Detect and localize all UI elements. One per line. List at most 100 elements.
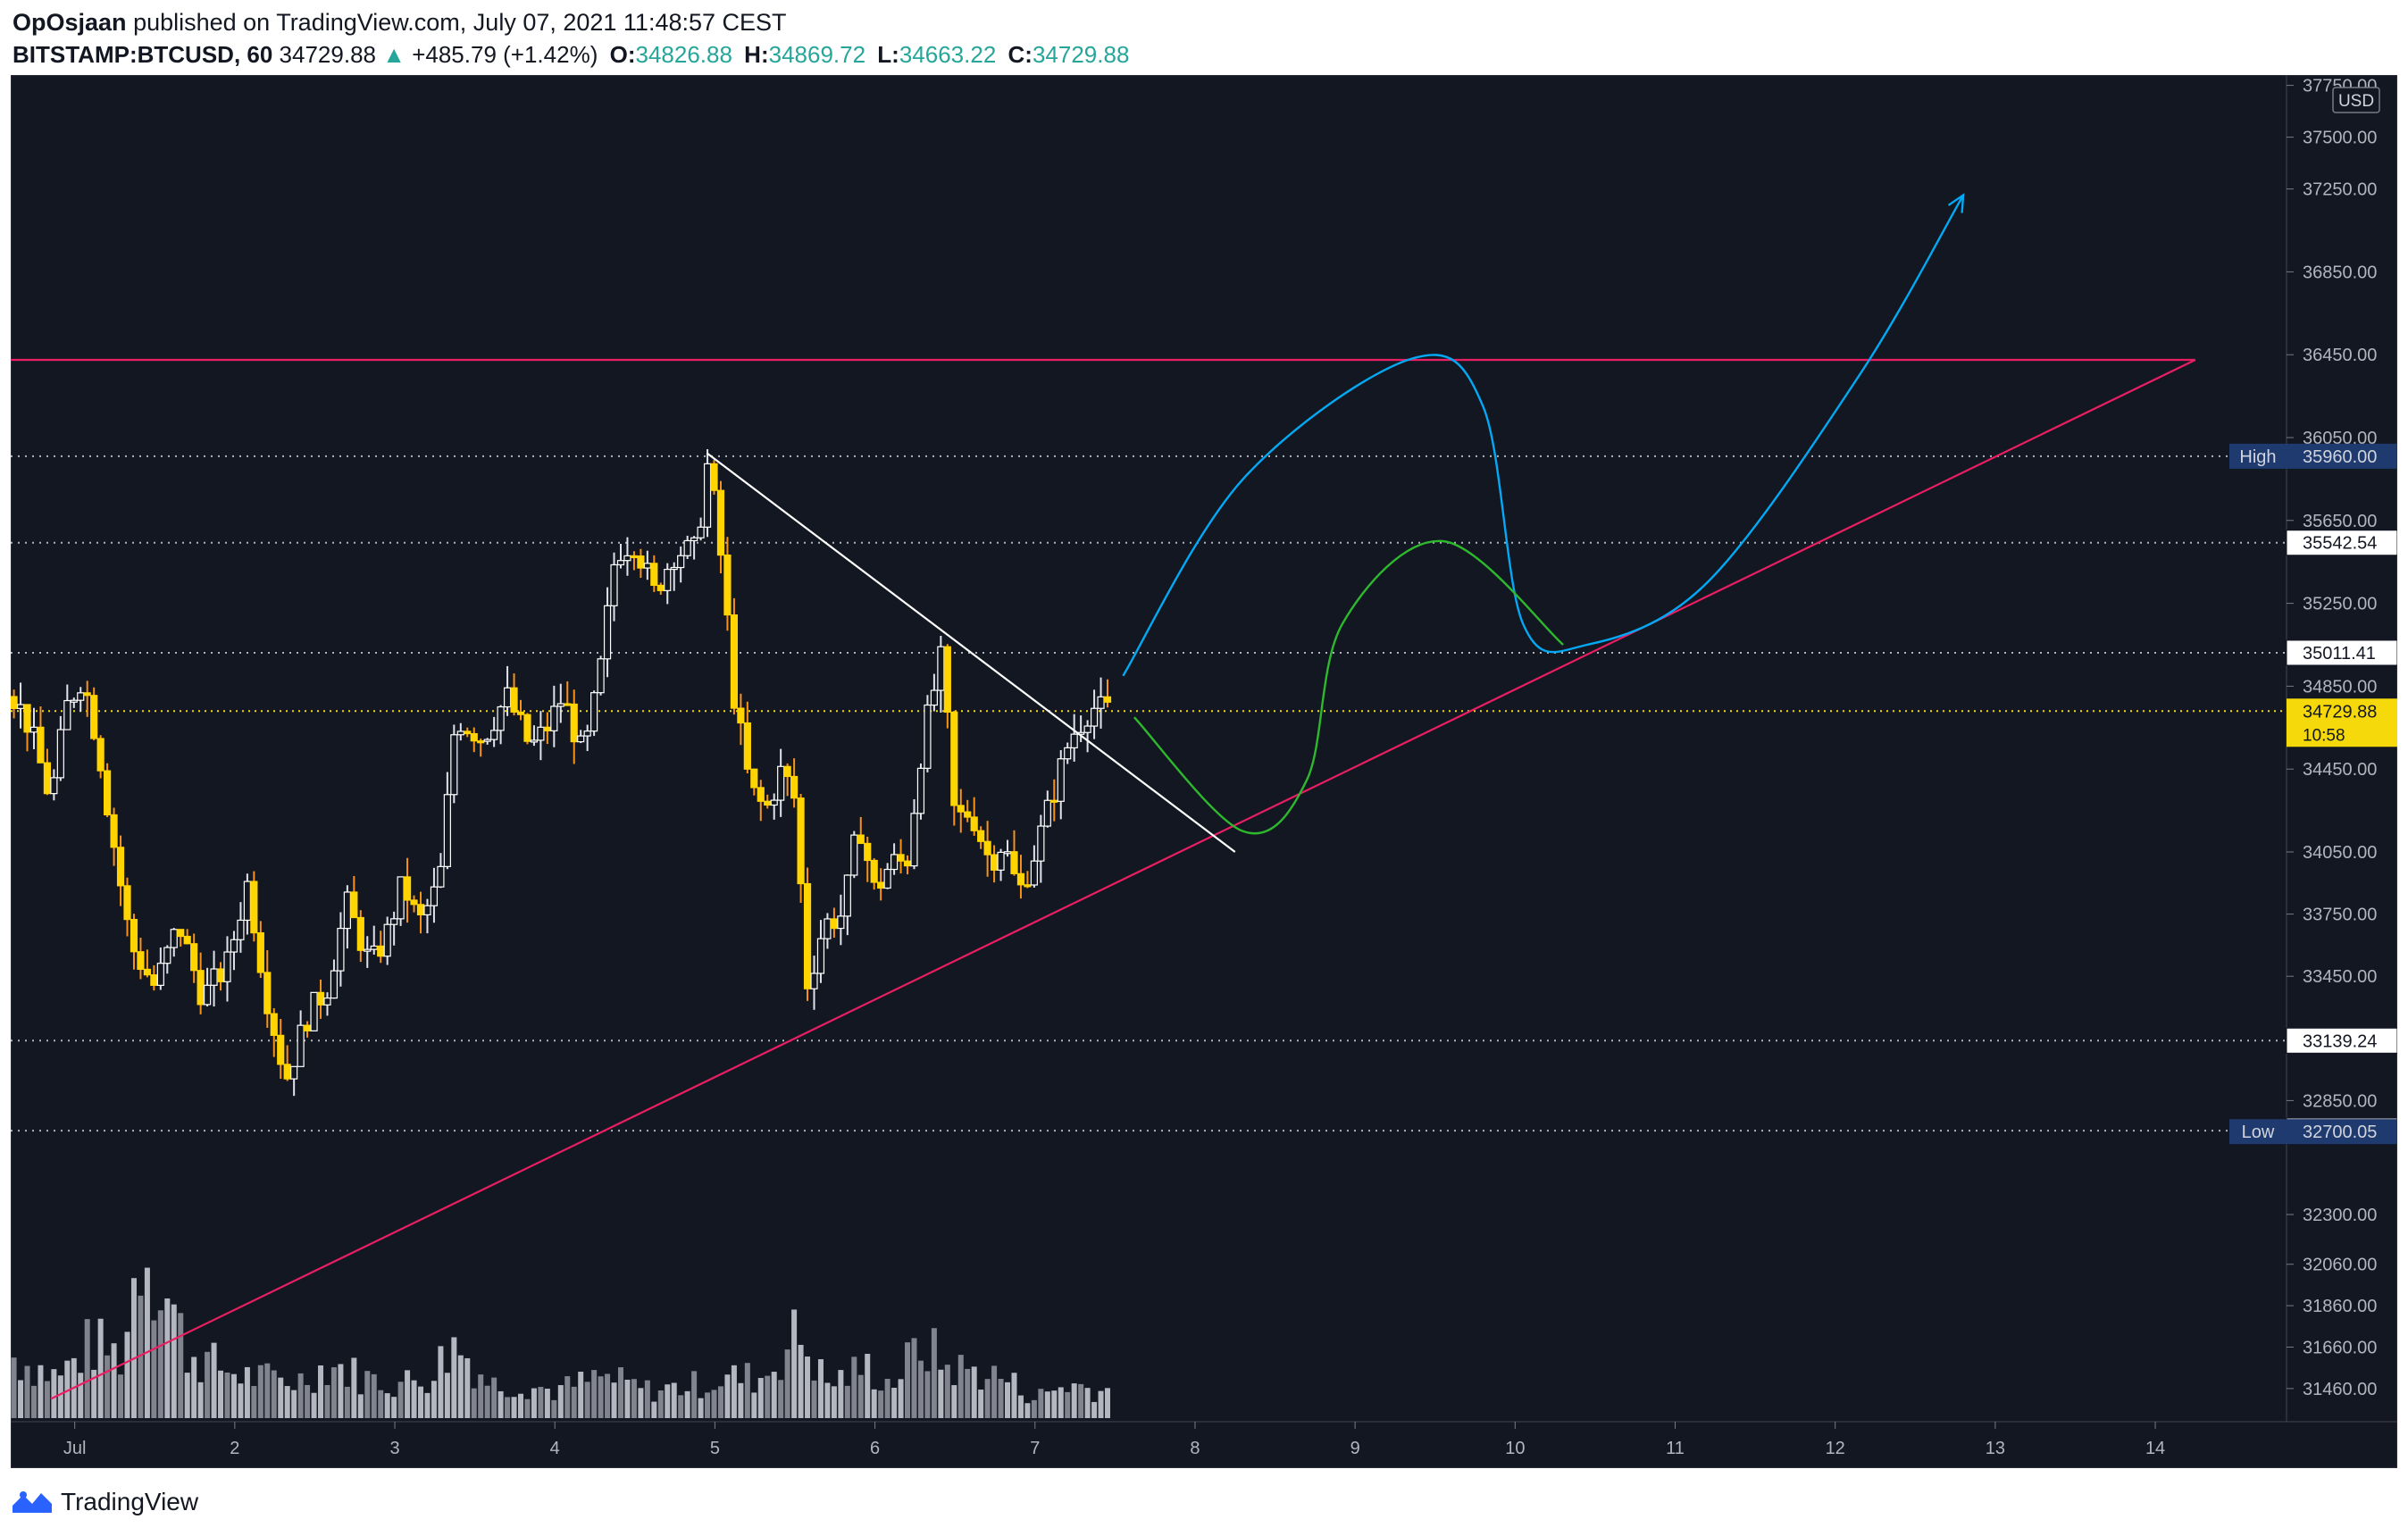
candle[interactable] bbox=[803, 867, 812, 1001]
candle[interactable] bbox=[497, 705, 505, 745]
candle[interactable] bbox=[730, 597, 739, 715]
candle[interactable] bbox=[737, 693, 745, 746]
candle[interactable] bbox=[230, 931, 238, 971]
candle[interactable] bbox=[603, 587, 612, 678]
candle[interactable] bbox=[337, 912, 345, 987]
candle[interactable] bbox=[703, 448, 712, 538]
price-label[interactable]: High 35960.00 bbox=[2229, 443, 2397, 469]
candle[interactable] bbox=[650, 555, 658, 592]
descending-trendline[interactable] bbox=[706, 452, 1236, 853]
candle[interactable] bbox=[70, 697, 78, 708]
price-label[interactable]: 35542.54 bbox=[2286, 530, 2397, 556]
candle[interactable] bbox=[590, 690, 598, 737]
candle[interactable] bbox=[177, 929, 185, 947]
candle[interactable] bbox=[864, 836, 872, 882]
candle[interactable] bbox=[390, 911, 398, 946]
candle[interactable] bbox=[850, 831, 858, 879]
candle[interactable] bbox=[537, 711, 545, 761]
candle[interactable] bbox=[290, 1065, 298, 1097]
candle[interactable] bbox=[530, 725, 539, 747]
candle[interactable] bbox=[11, 689, 18, 719]
candle[interactable] bbox=[1037, 814, 1045, 883]
candle[interactable] bbox=[523, 713, 531, 745]
price-chart[interactable]: 37750.0037500.0037250.0036850.0036450.00… bbox=[11, 75, 2397, 1468]
projection-path-blue[interactable] bbox=[1122, 194, 1965, 677]
candle[interactable] bbox=[364, 936, 372, 968]
candle[interactable] bbox=[1057, 749, 1065, 820]
candle[interactable] bbox=[964, 799, 972, 822]
candle[interactable] bbox=[683, 535, 691, 559]
candle[interactable] bbox=[1103, 679, 1112, 708]
candle[interactable] bbox=[930, 673, 938, 712]
candle[interactable] bbox=[96, 735, 105, 779]
candle[interactable] bbox=[237, 902, 245, 953]
price-label[interactable]: 35011.41 bbox=[2286, 639, 2397, 666]
candle[interactable] bbox=[156, 947, 164, 990]
price-axis[interactable] bbox=[2286, 75, 2397, 1423]
candle[interactable] bbox=[550, 685, 558, 747]
time-axis[interactable] bbox=[11, 1421, 2397, 1468]
candle[interactable] bbox=[983, 821, 991, 877]
candle[interactable] bbox=[423, 898, 431, 934]
candle[interactable] bbox=[464, 727, 472, 738]
candle[interactable] bbox=[637, 548, 645, 579]
price-label[interactable]: 33139.24 bbox=[2286, 1027, 2397, 1054]
candle[interactable] bbox=[597, 655, 605, 696]
candle[interactable] bbox=[410, 895, 418, 913]
plot-area[interactable] bbox=[11, 75, 2287, 1423]
candle[interactable] bbox=[330, 959, 339, 999]
candle[interactable] bbox=[757, 780, 765, 822]
candle[interactable] bbox=[797, 793, 805, 903]
candle[interactable] bbox=[743, 701, 751, 773]
candle[interactable] bbox=[77, 687, 85, 712]
author-name[interactable]: OpOsjaan bbox=[13, 9, 127, 36]
candle[interactable] bbox=[777, 748, 785, 817]
candle[interactable] bbox=[1083, 720, 1091, 753]
candle[interactable] bbox=[943, 644, 951, 729]
candle[interactable] bbox=[950, 710, 958, 826]
candle[interactable] bbox=[957, 789, 965, 833]
candle[interactable] bbox=[677, 546, 685, 583]
candle[interactable] bbox=[437, 853, 445, 889]
candle[interactable] bbox=[190, 933, 198, 983]
candle[interactable] bbox=[123, 877, 131, 937]
candle[interactable] bbox=[223, 936, 231, 1002]
candle[interactable] bbox=[1043, 790, 1051, 828]
candle[interactable] bbox=[1070, 714, 1078, 762]
candle[interactable] bbox=[256, 921, 264, 979]
candle[interactable] bbox=[670, 562, 678, 591]
candle[interactable] bbox=[203, 967, 212, 1007]
candle[interactable] bbox=[870, 858, 878, 890]
candle[interactable] bbox=[790, 758, 798, 808]
candle[interactable] bbox=[857, 816, 865, 845]
candle[interactable] bbox=[104, 763, 112, 818]
candle[interactable] bbox=[623, 537, 631, 576]
candle[interactable] bbox=[716, 480, 725, 574]
candle[interactable] bbox=[170, 928, 178, 957]
candle[interactable] bbox=[977, 826, 985, 849]
symbol-label[interactable]: BITSTAMP:BTCUSD, 60 bbox=[13, 41, 273, 68]
price-label[interactable]: 34729.88 10:58 bbox=[2287, 698, 2397, 747]
candle[interactable] bbox=[1090, 689, 1099, 739]
candle[interactable] bbox=[1030, 845, 1038, 888]
candle[interactable] bbox=[770, 793, 778, 820]
candle[interactable] bbox=[383, 916, 391, 965]
candle[interactable] bbox=[816, 920, 825, 983]
candle[interactable] bbox=[690, 536, 698, 560]
currency-badge[interactable]: USD bbox=[2332, 87, 2380, 113]
candle[interactable] bbox=[297, 1010, 305, 1067]
candle[interactable] bbox=[37, 706, 45, 764]
candle[interactable] bbox=[263, 949, 272, 1028]
support-trendline[interactable] bbox=[50, 359, 2196, 1400]
candle[interactable] bbox=[63, 684, 71, 730]
candle[interactable] bbox=[610, 552, 618, 622]
candle[interactable] bbox=[490, 716, 498, 747]
candle[interactable] bbox=[510, 673, 518, 716]
candle[interactable] bbox=[356, 910, 364, 963]
candle[interactable] bbox=[750, 768, 758, 796]
candle[interactable] bbox=[110, 807, 118, 866]
candle[interactable] bbox=[577, 730, 585, 744]
candle[interactable] bbox=[783, 763, 791, 797]
candle[interactable] bbox=[616, 543, 625, 569]
candle[interactable] bbox=[443, 772, 451, 870]
